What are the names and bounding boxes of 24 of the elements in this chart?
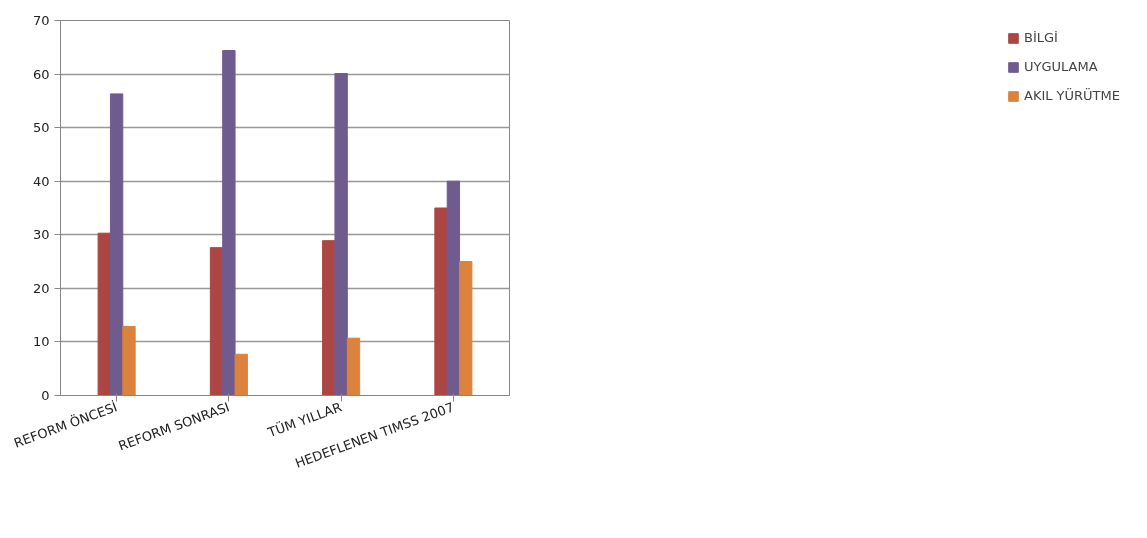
legend-label: BİLGİ (1023, 30, 1058, 45)
legend-label: UYGULAMA (1023, 59, 1098, 74)
y-tick-label: 50 (32, 120, 50, 136)
bar (234, 353, 248, 396)
y-tick-label: 40 (32, 173, 50, 189)
bar (434, 207, 448, 396)
y-tick-label: 0 (41, 388, 50, 403)
y-tick-label: 70 (32, 13, 50, 28)
bar (334, 73, 348, 396)
bar (346, 337, 361, 396)
bar (122, 325, 136, 396)
x-tick-label: TÜM YILLAR (264, 398, 344, 441)
bar (446, 180, 461, 396)
y-tick-label: 60 (32, 66, 50, 82)
bar (322, 240, 336, 396)
y-tick-label: 10 (32, 334, 50, 350)
legend-label: AKIL YÜRÜTME (1023, 88, 1120, 103)
bar (97, 232, 111, 396)
y-tick-label: 30 (32, 227, 50, 243)
bar (209, 247, 224, 396)
bar (109, 93, 124, 396)
bar (222, 50, 236, 396)
y-tick-label: 20 (32, 280, 50, 296)
bar (459, 261, 473, 396)
